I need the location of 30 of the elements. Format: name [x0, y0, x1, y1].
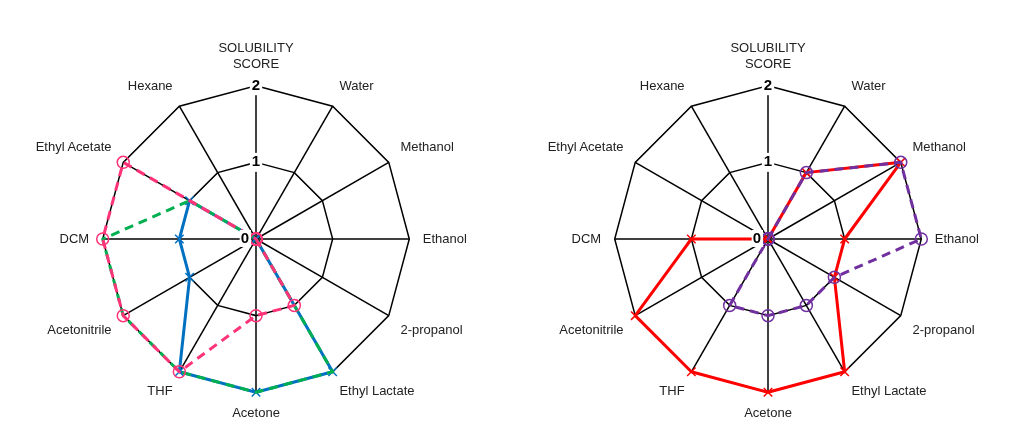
y-tick-label: 1	[763, 152, 773, 170]
spoke-label: Methanol	[400, 139, 455, 155]
spoke-label: Ethyl Acetate	[35, 139, 112, 155]
y-tick-label: 1	[251, 152, 261, 170]
spoke-label: Ethanol	[422, 230, 467, 246]
spoke-label: SOLUBILITY SCORE	[730, 40, 806, 71]
y-tick-label: 0	[240, 229, 249, 247]
spoke-label: DCM	[59, 230, 90, 246]
spoke-label: Acetonitrile	[47, 321, 112, 337]
spoke-label: SOLUBILITY SCORE	[218, 40, 294, 71]
spoke-label: DCM	[571, 230, 602, 246]
spoke-label: Acetone	[744, 405, 792, 421]
spoke-label: THF	[659, 382, 685, 398]
spoke-label: Ethyl Lactate	[339, 382, 415, 398]
spoke-label: Ethyl Lactate	[851, 382, 927, 398]
y-tick-label: 2	[763, 75, 773, 93]
y-tick-label: 2	[251, 75, 261, 93]
spoke-label: Acetone	[232, 405, 280, 421]
spoke-label: 2-propanol	[400, 321, 463, 337]
spoke-label: Water	[339, 78, 375, 94]
spoke-label: Ethyl Acetate	[547, 139, 624, 155]
spoke-label: Water	[851, 78, 887, 94]
spoke-label: 2-propanol	[912, 321, 975, 337]
spoke-label: Acetonitrile	[559, 321, 624, 337]
spoke-label: Hexane	[127, 78, 173, 94]
spoke-label: THF	[147, 382, 173, 398]
y-tick-label: 0	[752, 229, 761, 247]
spoke-label: Methanol	[912, 139, 967, 155]
spoke-label: Hexane	[639, 78, 685, 94]
spoke-label: Ethanol	[934, 230, 979, 246]
